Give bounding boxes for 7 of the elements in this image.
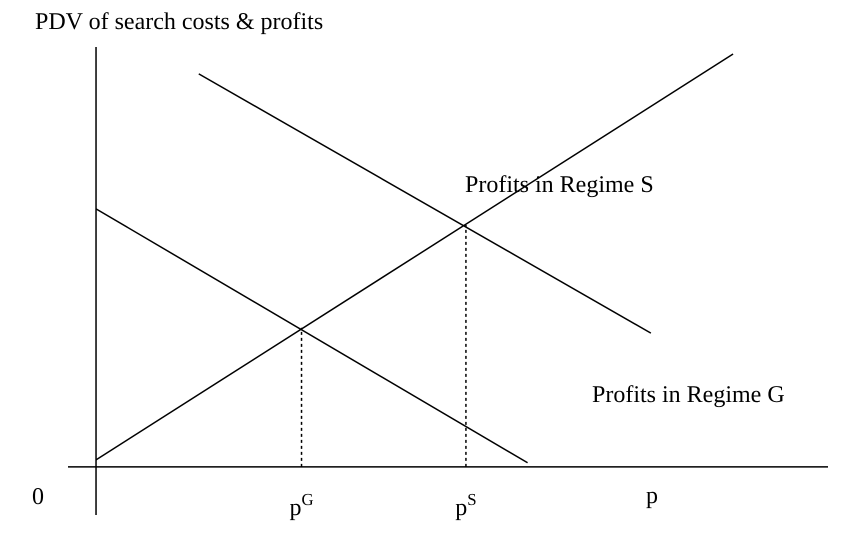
- x-tick-label: p$^{G}$: [289, 490, 314, 521]
- annotation: Profits in Regime S: [465, 172, 654, 198]
- x-tick-label: p$^{S}$: [455, 490, 477, 521]
- y-axis-title: PDV of search costs & profits: [35, 9, 324, 35]
- text: 0: [32, 484, 44, 510]
- x-axis-title: p: [646, 483, 658, 509]
- annotation: Profits in Regime G: [592, 382, 785, 408]
